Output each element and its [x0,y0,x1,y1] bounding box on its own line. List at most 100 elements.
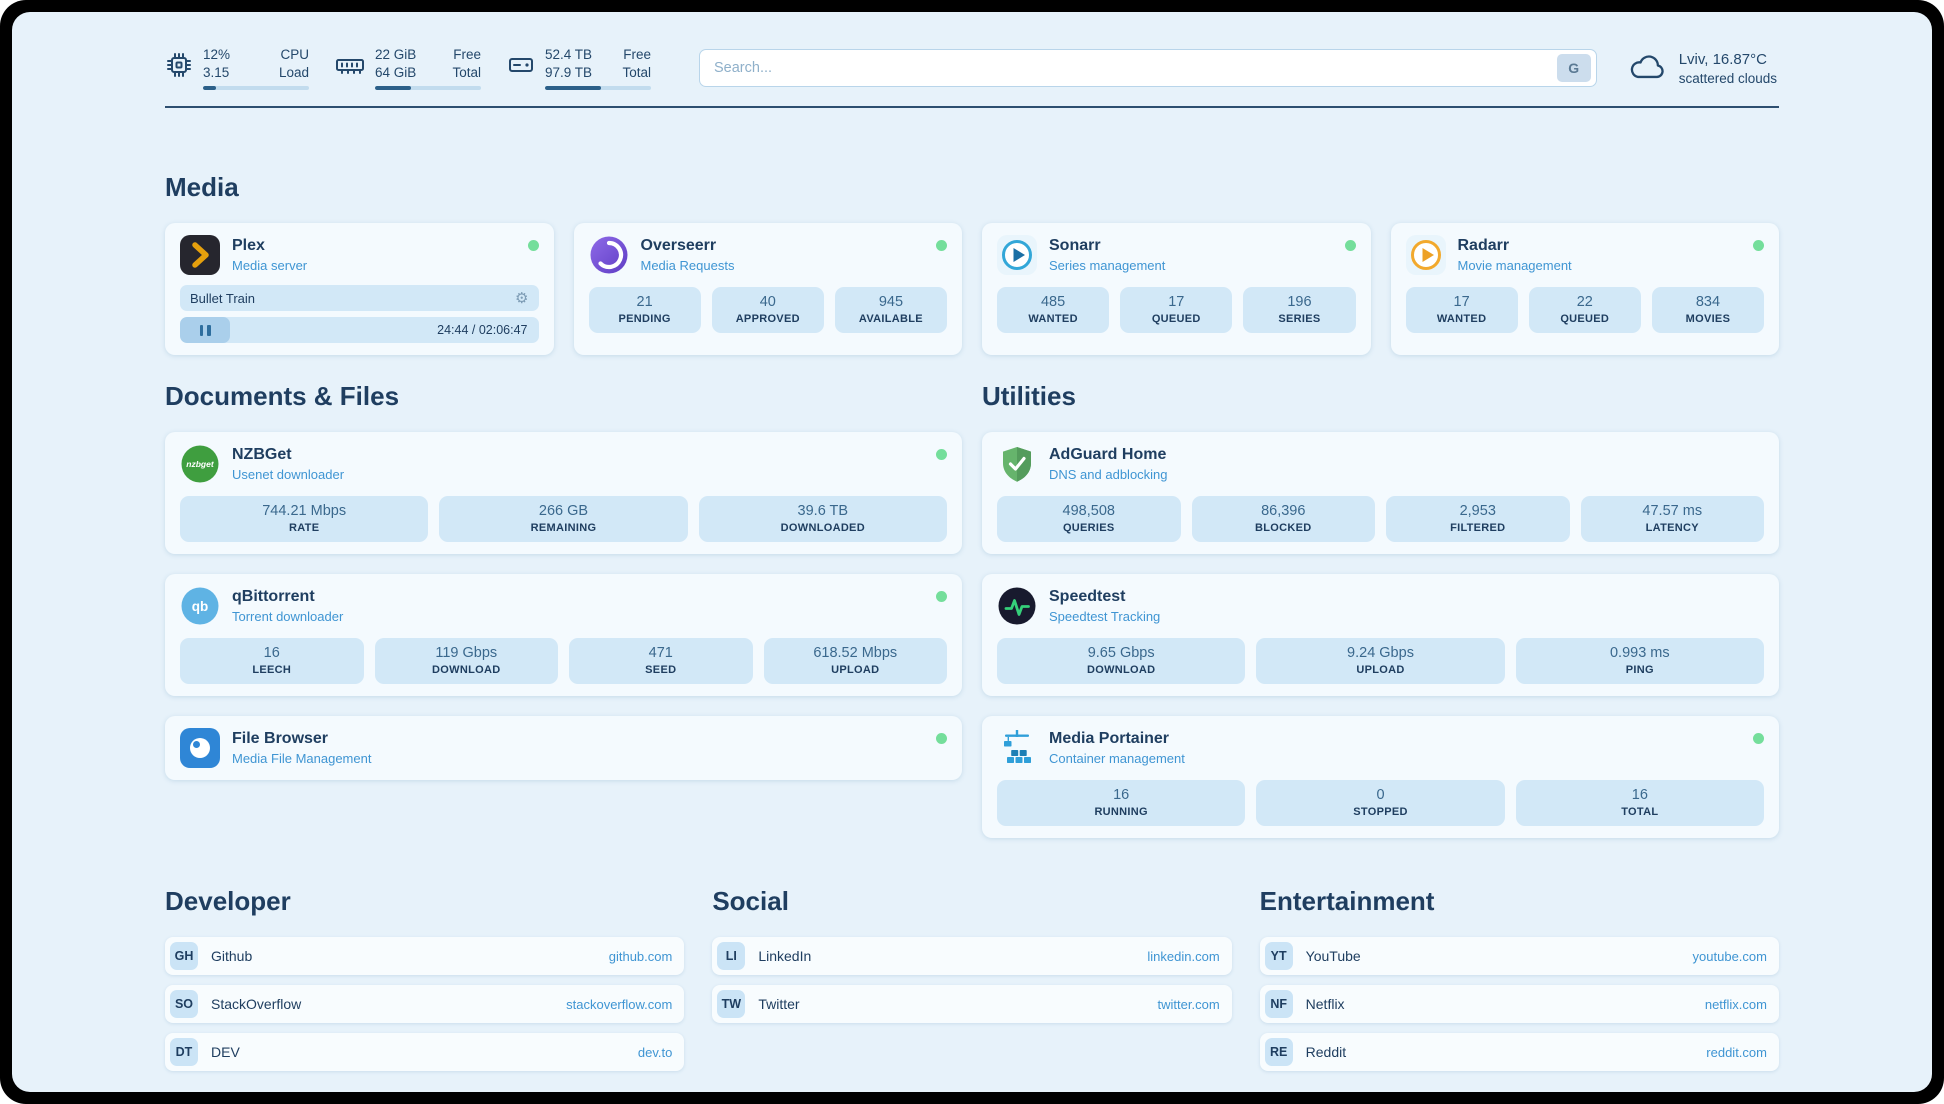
section-utilities: Utilities AdGuard Home DNS and adblockin… [982,381,1779,839]
topbar-divider [165,106,1779,109]
bookmark-abbr: YT [1264,942,1293,971]
disk-total: 97.9 TB [545,64,593,80]
bookmark-reddit[interactable]: RE Reddit reddit.com [1259,1033,1779,1072]
bookmark-url: stackoverflow.com [566,996,673,1012]
app-name: NZBGet [232,446,292,464]
memory-label2: Total [452,64,481,80]
memory-total: 64 GiB [375,64,417,80]
app-card-adguard[interactable]: AdGuard Home DNS and adblocking 498,508 Q… [982,432,1779,555]
bookmark-dev[interactable]: DT DEV dev.to [165,1033,685,1072]
bookmark-name: LinkedIn [758,948,812,965]
status-dot [1344,240,1356,252]
status-dot [1753,240,1764,252]
section-title-media: Media [165,172,239,203]
memory-widget: 22 GiB Free 64 GiB Total [335,46,481,91]
adguard-icon [997,444,1037,484]
now-playing: Bullet Train ⚙ [180,285,539,312]
app-card-filebrowser[interactable]: File Browser Media File Management [165,716,962,781]
stat-queries: 498,508 QUERIES [997,496,1181,543]
bookmark-name: DEV [211,1044,240,1061]
bookmark-linkedin[interactable]: LI LinkedIn linkedin.com [712,937,1232,976]
section-title-utilities: Utilities [982,381,1076,412]
app-card-overseerr[interactable]: Overseerr Media Requests 21 PENDING 40 APP… [573,223,962,356]
section-media: Media Plex Media server Bullet Train ⚙ 2… [165,172,1779,356]
search-input[interactable] [714,60,1557,77]
stat-filtered: 2,953 FILTERED [1386,496,1570,543]
app-name: AdGuard Home [1049,446,1167,464]
app-card-radarr[interactable]: Radarr Movie management 17 WANTED 22 QUEUE… [1390,223,1779,356]
bookmark-abbr: GH [170,942,198,971]
stat-blocked: 86,396 BLOCKED [1191,496,1375,543]
status-dot [1753,733,1764,745]
stat-downloaded: 39.6 TB DOWNLOADED [698,496,947,543]
bookmark-twitter[interactable]: TW Twitter twitter.com [712,985,1232,1024]
bookmark-group-title: Entertainment [1259,886,1435,917]
memory-icon [336,59,364,74]
stat-series: 196 SERIES [1243,287,1356,334]
svg-text:nzbget: nzbget [186,459,215,469]
app-subtitle: Series management [1049,258,1166,274]
stat-upload: 618.52 Mbps UPLOAD [763,638,947,685]
stat-stopped: 0 STOPPED [1256,780,1505,827]
app-subtitle: Torrent downloader [232,609,344,625]
bookmark-name: Reddit [1305,1044,1347,1061]
app-card-portainer[interactable]: Media Portainer Container management 16 R… [982,716,1779,839]
bookmark-abbr: RE [1264,1038,1293,1067]
bookmark-github[interactable]: GH Github github.com [165,937,685,976]
stat-total: 16 TOTAL [1515,780,1764,827]
plex-icon [180,235,220,276]
bookmark-url: youtube.com [1692,948,1767,964]
status-dot [936,449,947,461]
bookmark-group-entertainment: Entertainment YT YouTube youtube.com NF … [1259,886,1779,1081]
app-name: Sonarr [1049,237,1101,255]
app-card-sonarr[interactable]: Sonarr Series management 485 WANTED 17 QUE… [982,223,1371,356]
app-card-speedtest[interactable]: Speedtest Speedtest Tracking 9.65 Gbps DO… [982,574,1779,697]
search-provider-button[interactable]: G [1556,54,1591,83]
bookmark-url: netflix.com [1704,996,1767,1012]
cpu-percent: 12% [203,47,231,62]
gear-icon[interactable]: ⚙ [515,290,529,308]
bookmark-group-title: Developer [165,886,291,917]
radarr-icon [1405,235,1446,276]
disk-icon [509,58,533,72]
stat-seed: 471 SEED [569,638,753,685]
stat-movies: 834 MOVIES [1651,287,1765,334]
app-subtitle: Usenet downloader [232,467,345,483]
bookmark-name: Github [211,948,253,965]
cpu-icon [167,53,191,77]
player-progress-bar[interactable]: 24:44 / 02:06:47 [180,317,539,344]
topbar: 12% CPU 3.15 Load 22 GiB Free 64 GiB Total 5… [165,46,1779,91]
app-card-nzbget[interactable]: nzbget NZBGet Usenet downloader 744.21 M… [165,432,962,555]
filebrowser-icon [180,728,220,769]
disk-widget: 52.4 TB Free 97.9 TB Total [507,46,651,91]
status-dot [936,733,947,745]
app-card-qbittorrent[interactable]: qb qBittorrent Torrent downloader 16 LEEC… [165,574,962,697]
bookmark-youtube[interactable]: YT YouTube youtube.com [1259,937,1779,976]
bookmark-name: YouTube [1305,948,1361,965]
stat-remaining: 266 GB REMAINING [439,496,688,543]
pause-button[interactable] [180,317,230,344]
speedtest-icon [997,586,1037,626]
stat-available: 945 AVAILABLE [834,287,948,334]
bookmark-url: dev.to [637,1044,673,1060]
status-dot [936,240,947,252]
bookmark-abbr: TW [717,990,746,1019]
stat-running: 16 RUNNING [997,780,1246,827]
cloud-icon [1630,55,1664,79]
portainer-icon [997,728,1037,768]
qbittorrent-icon: qb [180,586,220,626]
bookmark-netflix[interactable]: NF Netflix netflix.com [1259,985,1779,1024]
cpu-load: 3.15 [203,64,230,80]
app-name: Speedtest [1049,588,1126,606]
stat-wanted: 485 WANTED [997,287,1110,334]
app-card-plex[interactable]: Plex Media server Bullet Train ⚙ 24:44 /… [165,223,554,356]
app-subtitle: DNS and adblocking [1049,467,1168,483]
cpu-progress-bar [203,86,309,91]
stat-rate: 744.21 Mbps RATE [180,496,429,543]
bookmarks: Developer GH Github github.com SO StackO… [165,886,1779,1081]
pause-icon [207,324,211,336]
pause-icon [199,324,203,336]
app-name: Plex [232,237,265,255]
bookmark-stackoverflow[interactable]: SO StackOverflow stackoverflow.com [165,985,685,1024]
now-playing-title: Bullet Train [190,290,256,306]
